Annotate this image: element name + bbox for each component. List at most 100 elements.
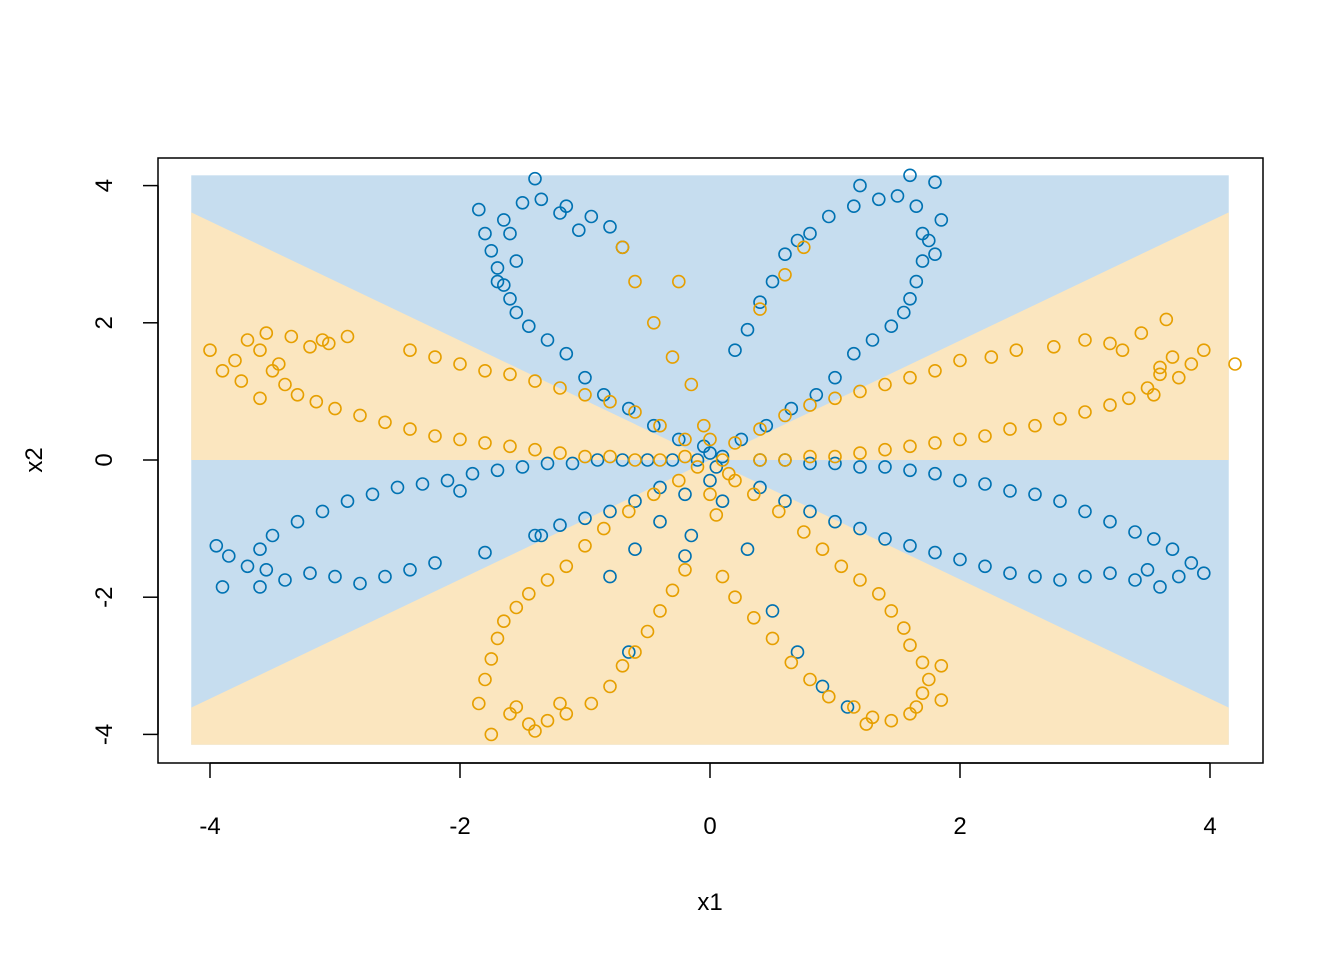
point-class_b [646, 315, 661, 330]
point-class_b [815, 542, 830, 557]
point-class_a [928, 545, 942, 560]
point-class_a [846, 346, 861, 361]
point-class_b [628, 274, 642, 289]
point-class_b [978, 429, 992, 443]
point-class_b [646, 487, 661, 502]
point-class_b [428, 429, 442, 443]
point-class_b [503, 439, 517, 454]
point-class_b [553, 381, 567, 395]
point-class_a [828, 456, 842, 471]
point-class_b [1159, 312, 1174, 327]
point-class_b [403, 343, 417, 358]
point-class_b [784, 655, 799, 670]
point-class_a [553, 206, 567, 220]
point-class_a [1184, 556, 1199, 570]
y-axis-title: x2 [21, 447, 48, 472]
point-class_b [1103, 336, 1117, 351]
point-class_a [390, 480, 405, 495]
point-class_b [628, 645, 642, 659]
point-class_a [378, 569, 392, 584]
point-class_a [765, 604, 780, 618]
point-class_b [878, 442, 892, 457]
point-class_a [671, 432, 686, 447]
point-class_b [871, 586, 886, 601]
point-class_a [790, 645, 805, 659]
point-class_a [1003, 566, 1017, 581]
point-class_a [1172, 569, 1186, 584]
point-class_a [521, 319, 536, 334]
point-class_b [528, 374, 542, 388]
point-class_b [528, 442, 542, 457]
point-class_b [715, 453, 730, 467]
point-class_a [259, 562, 274, 577]
point-class_b [521, 586, 536, 601]
point-class_b [1147, 387, 1161, 402]
point-class_a [978, 477, 992, 491]
point-class_b [703, 432, 717, 447]
point-class_b [678, 562, 692, 577]
point-class_b [234, 374, 249, 388]
point-class_a [953, 552, 967, 567]
point-class_b [328, 401, 342, 416]
point-class_a [278, 573, 292, 587]
point-class_b [728, 590, 742, 605]
point-class_b [303, 339, 317, 354]
point-class_b [471, 696, 486, 711]
point-class_b [1165, 350, 1180, 364]
point-class_a [290, 514, 305, 529]
point-class_b [1009, 343, 1024, 358]
point-class_a [915, 226, 930, 241]
point-class_a [778, 494, 792, 509]
point-class_a [628, 494, 642, 509]
point-class_a [584, 209, 599, 224]
point-class_a [890, 189, 905, 203]
point-class_a [478, 545, 492, 560]
point-class_a [1103, 514, 1117, 529]
point-class_b [578, 387, 592, 402]
point-class_b [203, 343, 217, 358]
point-class_b [496, 614, 511, 629]
point-class_b [428, 350, 442, 364]
point-class_b [803, 449, 817, 464]
point-class_b [1153, 367, 1167, 382]
point-class_a [928, 247, 942, 261]
point-class_a [490, 261, 505, 275]
point-class_a [678, 487, 692, 502]
point-class_a [1147, 532, 1161, 546]
point-class_b [934, 693, 949, 707]
point-class_b [709, 508, 724, 522]
point-class_a [903, 463, 917, 478]
point-class_b [728, 436, 742, 450]
point-class_b [896, 621, 911, 635]
point-class_b [540, 573, 555, 587]
point-class_b [253, 343, 267, 358]
point-class_b [765, 631, 780, 646]
point-class_a [1028, 569, 1042, 584]
point-class_b [1078, 333, 1092, 347]
point-class_b [1172, 370, 1186, 385]
point-class_b [878, 377, 892, 392]
point-class_a [403, 562, 417, 577]
point-class_a [215, 580, 230, 594]
point-class_b [215, 363, 230, 378]
point-class_a [428, 556, 442, 570]
point-class_a [684, 528, 699, 543]
point-class_b [684, 377, 699, 392]
point-class_a [490, 274, 505, 289]
point-class_a [509, 254, 524, 268]
point-class_a [653, 514, 667, 529]
point-class_b [478, 363, 492, 378]
point-class_a [828, 514, 842, 529]
point-class_b [771, 504, 786, 519]
point-class_a [703, 473, 717, 488]
point-class_a [778, 247, 792, 261]
point-class_a [515, 196, 530, 210]
point-class_a [240, 559, 255, 574]
point-class_b [290, 387, 305, 402]
point-class_a [303, 566, 317, 581]
point-class_b [703, 487, 717, 502]
point-class_b [1115, 343, 1130, 358]
point-class_a [534, 192, 549, 207]
point-class_b [909, 700, 924, 714]
